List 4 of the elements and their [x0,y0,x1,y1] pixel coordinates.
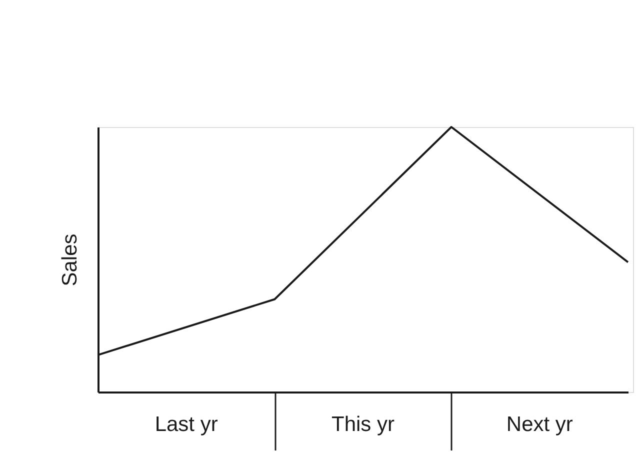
y-axis-title: Sales [58,234,82,286]
text: Next yr [506,413,573,436]
text: Last yr [154,413,218,436]
text: This yr [332,413,395,436]
